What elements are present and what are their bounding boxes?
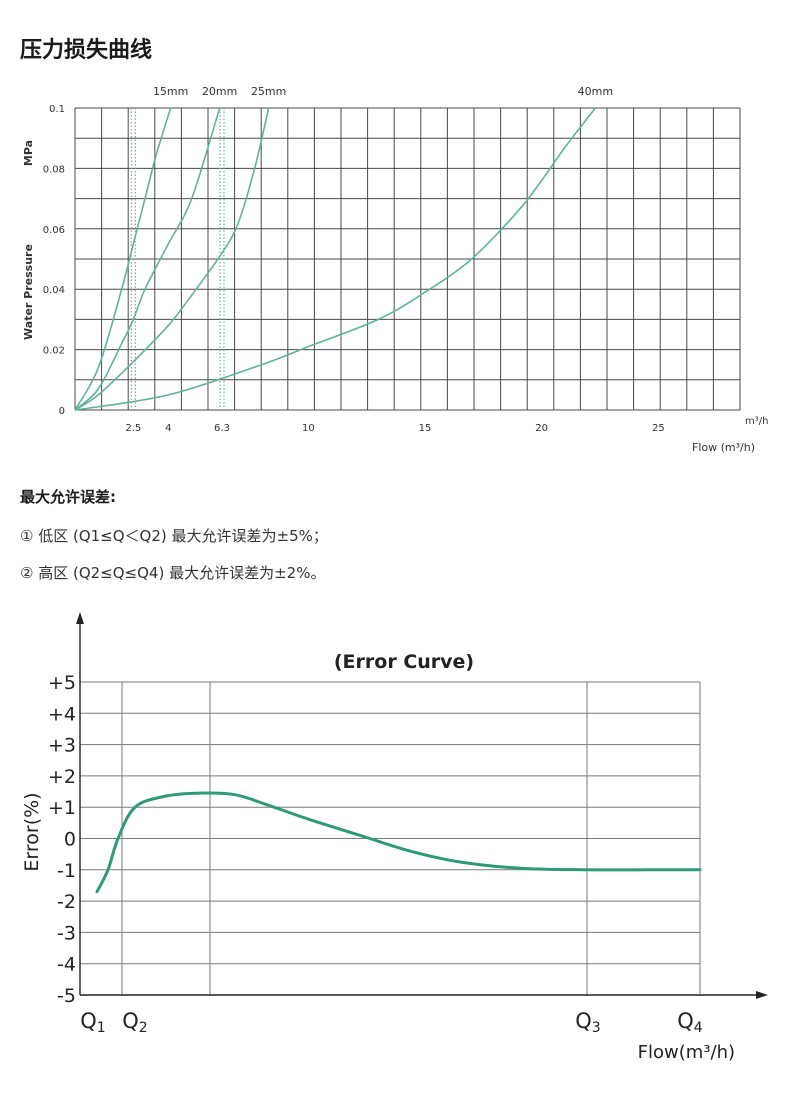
chart-title: (Error Curve) bbox=[334, 651, 474, 673]
series-label: 15mm bbox=[153, 85, 188, 98]
x-tick-label: 6.3 bbox=[214, 423, 230, 434]
pressure-loss-chart: 15mm 20mm 25mm 40mm 0 0.02 0.04 0.06 0.08 0.1 2.5 4… bbox=[22, 85, 768, 454]
x-tick-label: Q3 bbox=[575, 1009, 600, 1036]
y-tick-label: +5 bbox=[48, 672, 76, 694]
y-tick-label: -4 bbox=[57, 954, 76, 976]
y-tick-label: 0.08 bbox=[43, 164, 65, 175]
error-curve-chart: (Error Curve) +5 +4 +3 +2 +1 0 -1 -2 -3 -4 -5Q1 Q2 Q3… bbox=[21, 612, 768, 1063]
max-error-line-high-zone: ② 高区 (Q2≤Q≤Q4) 最大允许误差为±2%。 bbox=[20, 564, 326, 582]
y-tick-label: 0.06 bbox=[43, 225, 65, 236]
x-tick-label: 4 bbox=[165, 423, 171, 434]
x-tick-label: 25 bbox=[652, 423, 665, 434]
y-tick-label: 0.02 bbox=[43, 346, 65, 357]
x-axis-title: Flow(m³/h) bbox=[638, 1042, 735, 1063]
y-tick-label: +2 bbox=[48, 766, 76, 788]
y-tick-label: -3 bbox=[57, 922, 76, 944]
y-tick-label: -1 bbox=[57, 860, 76, 882]
series-line-15mm bbox=[74, 107, 172, 411]
x-tick-label: 15 bbox=[419, 423, 432, 434]
y-tick-label: 0 bbox=[64, 829, 76, 851]
page-title: 压力损失曲线 bbox=[20, 38, 153, 63]
y-axis-title: Error(%) bbox=[21, 792, 43, 871]
y-tick-label: -5 bbox=[57, 985, 76, 1007]
x-tick-label: 20 bbox=[535, 423, 548, 434]
y-tick-label: -2 bbox=[57, 891, 76, 913]
series-label: 20mm bbox=[202, 85, 237, 98]
y-axis-title: Water Pressure bbox=[22, 244, 35, 340]
x-unit-label: m³/h bbox=[745, 416, 768, 427]
y-tick-label: +4 bbox=[48, 703, 76, 725]
y-tick-label: 0.1 bbox=[49, 104, 65, 115]
y-tick-label: 0 bbox=[59, 406, 65, 417]
x-axis-arrow bbox=[756, 991, 768, 999]
series-line-25mm bbox=[74, 107, 270, 411]
max-error-line-low-zone: ① 低区 (Q1≤Q＜Q2) 最大允许误差为±5%； bbox=[20, 527, 328, 545]
series-line-20mm bbox=[74, 107, 221, 411]
y-unit-label: MPa bbox=[22, 140, 35, 166]
y-axis-arrow bbox=[76, 612, 84, 624]
x-tick-label: 10 bbox=[302, 423, 315, 434]
series-label: 40mm bbox=[578, 85, 613, 98]
max-error-heading: 最大允许误差: bbox=[20, 488, 116, 506]
series-line-40mm bbox=[74, 107, 596, 411]
x-tick-label: Q4 bbox=[677, 1009, 703, 1036]
x-tick-label: Q1 bbox=[80, 1009, 105, 1036]
y-tick-label: 0.04 bbox=[43, 285, 65, 296]
x-axis-title: Flow (m³/h) bbox=[692, 441, 755, 454]
series-label: 25mm bbox=[251, 85, 286, 98]
x-tick-label: 2.5 bbox=[125, 423, 141, 434]
y-tick-label: +3 bbox=[48, 735, 76, 757]
x-tick-label: Q2 bbox=[122, 1009, 147, 1036]
y-tick-label: +1 bbox=[48, 797, 76, 819]
error-curve-line bbox=[95, 791, 702, 894]
